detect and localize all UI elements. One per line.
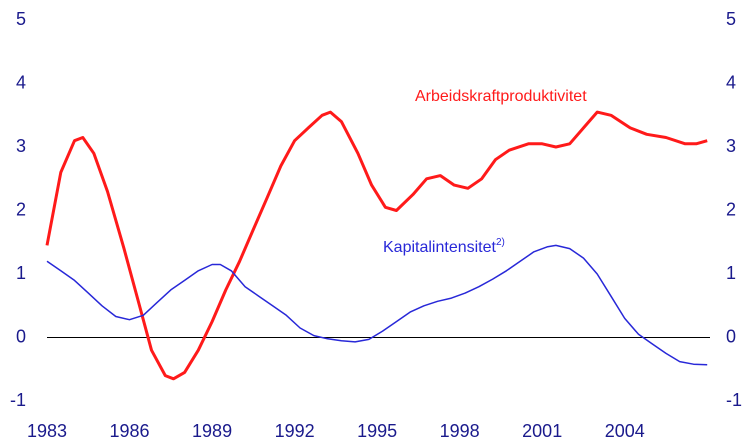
series-line: [46, 244, 708, 366]
x-tick-label: 1995: [357, 421, 397, 441]
x-tick-label: 1998: [440, 421, 480, 441]
x-tick-label: 2004: [605, 421, 645, 441]
y2-tick-label: 4: [726, 72, 736, 92]
footnote-mark: 2): [496, 237, 505, 248]
y2-tick-label: 5: [726, 9, 736, 29]
y2-tick-label: 3: [726, 136, 736, 156]
series-label: Arbeidskraftproduktivitet: [415, 88, 587, 105]
x-tick-label: 1992: [275, 421, 315, 441]
x-tick-label: 1989: [192, 421, 232, 441]
y-tick-label: 3: [16, 136, 26, 156]
x-tick-label: 1983: [27, 421, 67, 441]
y2-tick-label: -1: [726, 390, 742, 410]
series-line: [45, 110, 708, 381]
y-tick-label: 5: [16, 9, 26, 29]
y-tick-label: -1: [10, 390, 26, 410]
x-tick-label: 1986: [110, 421, 150, 441]
series-label-text: Kapitalintensitet: [383, 239, 497, 256]
y2-tick-label: 2: [726, 199, 736, 219]
y-tick-label: 2: [16, 199, 26, 219]
y2-tick-label: 0: [726, 326, 736, 346]
series-label: Kapitalintensitet2): [383, 237, 505, 257]
y-tick-label: 1: [16, 263, 26, 283]
y-tick-label: 0: [16, 326, 26, 346]
y-tick-label: 4: [16, 72, 26, 92]
y2-tick-label: 1: [726, 263, 736, 283]
x-tick-label: 2001: [522, 421, 562, 441]
